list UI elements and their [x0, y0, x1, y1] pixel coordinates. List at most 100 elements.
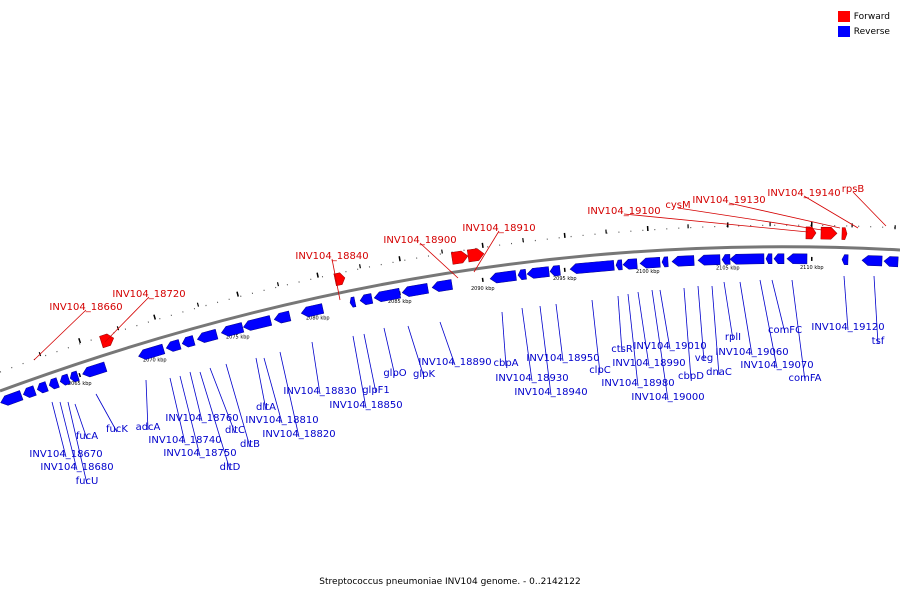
- reverse-gene[interactable]: [401, 283, 429, 297]
- reverse-gene[interactable]: [729, 253, 765, 265]
- gene-label-dlta[interactable]: dltA: [256, 402, 276, 413]
- forward-gene[interactable]: [99, 332, 115, 349]
- reverse-gene[interactable]: [661, 256, 669, 268]
- reverse-gene[interactable]: [841, 254, 849, 266]
- forward-gene[interactable]: [841, 227, 848, 240]
- gene-label-glpf1[interactable]: glpF1: [362, 385, 390, 396]
- gene-label-glpk[interactable]: glpK: [413, 369, 435, 380]
- reverse-gene[interactable]: [48, 377, 60, 390]
- gene-label-inv104_18930[interactable]: INV104_18930: [495, 373, 568, 384]
- gene-label-rpli[interactable]: rplI: [725, 332, 741, 343]
- gene-label-comfa[interactable]: comFA: [788, 373, 821, 384]
- gene-label-inv104_18850[interactable]: INV104_18850: [329, 400, 402, 411]
- gene-label-dltd[interactable]: dltD: [220, 462, 241, 473]
- gene-label-inv104_18810[interactable]: INV104_18810: [245, 415, 318, 426]
- reverse-gene[interactable]: [196, 328, 219, 344]
- reverse-gene[interactable]: [431, 279, 453, 292]
- gene-label-inv104_18680[interactable]: INV104_18680: [40, 462, 113, 473]
- reverse-gene[interactable]: [615, 259, 623, 271]
- gene-label-ctsr[interactable]: ctsR: [611, 344, 633, 355]
- reverse-gene[interactable]: [181, 335, 196, 349]
- reverse-gene[interactable]: [517, 268, 527, 281]
- reverse-gene[interactable]: [137, 343, 166, 361]
- scale-label: 2100 kbp: [636, 269, 660, 275]
- reverse-gene[interactable]: [526, 266, 550, 279]
- reverse-gene[interactable]: [622, 258, 638, 270]
- reverse-gene[interactable]: [273, 310, 292, 324]
- gene-label-fucu[interactable]: fucU: [76, 476, 99, 487]
- gene-label-inv104_19000[interactable]: INV104_19000: [631, 392, 704, 403]
- gene-label-inv104_18890[interactable]: INV104_18890: [418, 357, 491, 368]
- gene-label-inv104_18670[interactable]: INV104_18670: [29, 449, 102, 460]
- reverse-gene[interactable]: [671, 255, 695, 267]
- reverse-gene[interactable]: [165, 339, 182, 353]
- reverse-gene[interactable]: [639, 256, 661, 269]
- forward-gene[interactable]: [466, 248, 485, 263]
- gene-label-dltc[interactable]: dltC: [225, 425, 245, 436]
- reverse-gene[interactable]: [220, 322, 245, 338]
- gene-label-inv104_19140[interactable]: INV104_19140: [767, 188, 840, 199]
- gene-label-inv104_18750[interactable]: INV104_18750: [163, 448, 236, 459]
- reverse-gene[interactable]: [569, 260, 615, 274]
- gene-label-inv104_18840[interactable]: INV104_18840: [295, 251, 368, 262]
- gene-label-veg[interactable]: veg: [695, 353, 713, 364]
- gene-label-comfc[interactable]: comFC: [768, 325, 802, 336]
- reverse-gene[interactable]: [861, 255, 883, 267]
- gene-label-dnac[interactable]: dnaC: [706, 367, 732, 378]
- gene-label-inv104_18910[interactable]: INV104_18910: [462, 223, 535, 234]
- gene-label-cysm[interactable]: cysM: [665, 200, 690, 211]
- gene-label-rpsb[interactable]: rpsB: [842, 184, 865, 195]
- gene-label-inv104_18950[interactable]: INV104_18950: [526, 353, 599, 364]
- gene-label-adca[interactable]: adcA: [136, 422, 161, 433]
- gene-label-inv104_18820[interactable]: INV104_18820: [262, 429, 335, 440]
- gene-label-inv104_19130[interactable]: INV104_19130: [692, 195, 765, 206]
- reverse-gene[interactable]: [69, 370, 80, 383]
- scale-label: 2065 kbp: [68, 381, 92, 387]
- reverse-gene[interactable]: [22, 385, 37, 399]
- gene-label-inv104_19100[interactable]: INV104_19100: [587, 206, 660, 217]
- reverse-gene[interactable]: [36, 381, 49, 395]
- gene-label-inv104_18760[interactable]: INV104_18760: [165, 413, 238, 424]
- reverse-gene[interactable]: [883, 256, 899, 268]
- gene-label-fuca[interactable]: fucA: [76, 431, 98, 442]
- gene-label-inv104_18980[interactable]: INV104_18980: [601, 378, 674, 389]
- forward-gene[interactable]: [820, 226, 838, 240]
- gene-label-clpc[interactable]: clpC: [589, 365, 611, 376]
- gene-label-inv104_19060[interactable]: INV104_19060: [715, 347, 788, 358]
- gene-label-inv104_19010[interactable]: INV104_19010: [633, 341, 706, 352]
- reverse-gene[interactable]: [489, 270, 517, 284]
- reverse-gene[interactable]: [359, 293, 374, 306]
- gene-label-inv104_18740[interactable]: INV104_18740: [148, 435, 221, 446]
- gene-label-inv104_18830[interactable]: INV104_18830: [283, 386, 356, 397]
- gene-label-dltb[interactable]: dltB: [240, 439, 260, 450]
- gene-label-fuck[interactable]: fucK: [106, 424, 128, 435]
- gene-label-inv104_18900[interactable]: INV104_18900: [383, 235, 456, 246]
- reverse-gene[interactable]: [786, 253, 808, 265]
- reverse-gene[interactable]: [349, 296, 357, 308]
- gene-label-glpo[interactable]: glpO: [383, 368, 406, 379]
- reverse-gene[interactable]: [242, 315, 273, 332]
- gene-label-cbpd[interactable]: cbpD: [678, 371, 704, 382]
- reverse-gene[interactable]: [721, 254, 731, 265]
- reverse-gene[interactable]: [549, 265, 561, 277]
- gene-label-inv104_18990[interactable]: INV104_18990: [612, 358, 685, 369]
- reverse-gene[interactable]: [373, 287, 401, 303]
- gene-label-tsf[interactable]: tsf: [872, 336, 885, 347]
- forward-gene[interactable]: [450, 250, 469, 265]
- gene-label-inv104_18660[interactable]: INV104_18660: [49, 302, 122, 313]
- gene-label-cbpa[interactable]: cbpA: [493, 358, 518, 369]
- leader-line: [852, 191, 887, 227]
- gene-label-inv104_19120[interactable]: INV104_19120: [811, 322, 884, 333]
- reverse-gene[interactable]: [59, 373, 71, 386]
- gene-label-inv104_19070[interactable]: INV104_19070: [740, 360, 813, 371]
- gene-label-inv104_18940[interactable]: INV104_18940: [514, 387, 587, 398]
- gene-label-inv104_18720[interactable]: INV104_18720: [112, 289, 185, 300]
- forward-gene[interactable]: [805, 226, 817, 240]
- reverse-gene[interactable]: [0, 390, 24, 408]
- reverse-gene[interactable]: [81, 361, 108, 379]
- reverse-gene[interactable]: [773, 253, 785, 264]
- reverse-gene[interactable]: [765, 253, 773, 265]
- reverse-gene[interactable]: [300, 303, 325, 319]
- reverse-gene[interactable]: [697, 254, 721, 266]
